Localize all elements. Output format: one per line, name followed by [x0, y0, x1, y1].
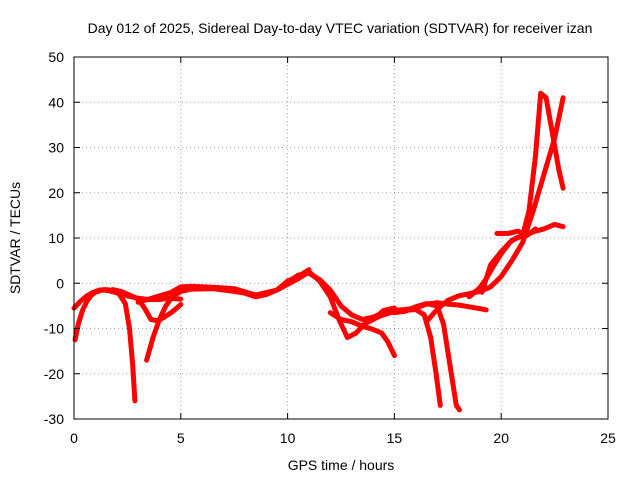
x-tick-label: 25: [600, 430, 616, 446]
grid: [74, 57, 608, 419]
x-tick-label: 0: [70, 430, 78, 446]
series-arc-7: [327, 310, 397, 359]
y-tick-label: 20: [48, 185, 64, 201]
y-tick-label: -10: [44, 321, 64, 337]
series-arc-9: [391, 301, 462, 413]
y-tick-label: 0: [56, 275, 64, 291]
y-tick-label: 30: [48, 140, 64, 156]
series-arc-5: [135, 269, 397, 341]
x-tick-label: 10: [280, 430, 296, 446]
series-arc-8: [366, 307, 443, 408]
x-tick-label: 5: [177, 430, 185, 446]
series-arc-10: [423, 95, 566, 325]
y-tick-label: 10: [48, 230, 64, 246]
series-arc-12: [479, 90, 566, 295]
chart-title: Day 012 of 2025, Sidereal Day-to-day VTE…: [88, 20, 593, 36]
axis-ticks: 0 5 10 15 20 25 -30 -20 -10 0 10 20 30 40 50: [44, 49, 616, 446]
series-arc-13: [494, 226, 538, 239]
x-tick-label: 20: [493, 430, 509, 446]
data-series-layer: [71, 90, 566, 413]
y-axis-label: SDTVAR / TECUs: [7, 182, 23, 294]
x-tick-label: 15: [387, 430, 403, 446]
y-tick-label: -20: [44, 366, 64, 382]
y-tick-label: -30: [44, 411, 64, 427]
series-arc-3: [109, 287, 184, 324]
y-tick-label: 40: [48, 94, 64, 110]
y-tick-label: 50: [48, 49, 64, 65]
x-axis-label: GPS time / hours: [288, 457, 395, 473]
